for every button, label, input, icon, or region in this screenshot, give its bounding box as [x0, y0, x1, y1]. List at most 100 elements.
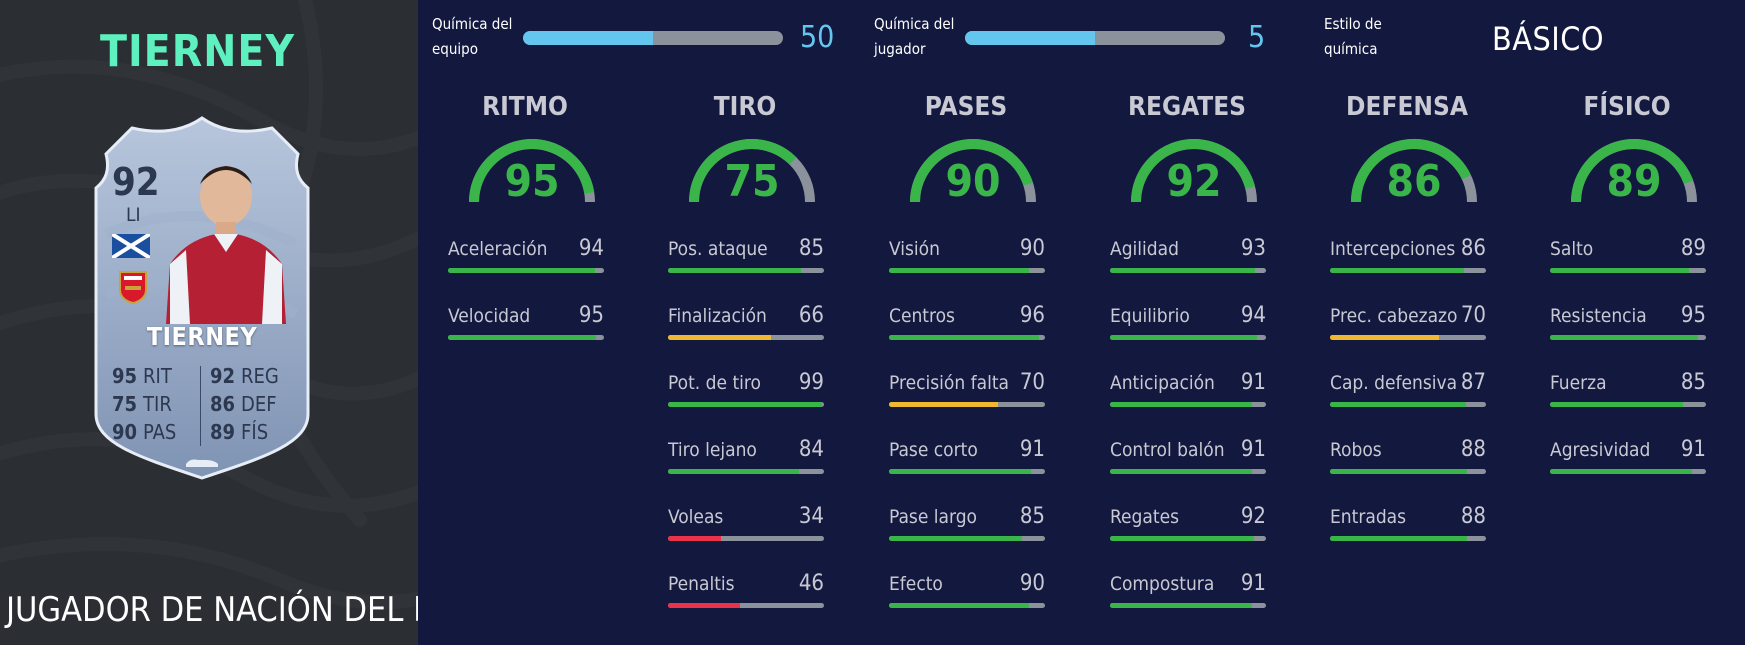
- attribute-name: Penaltis: [668, 573, 735, 595]
- attribute-bar: [1110, 603, 1266, 608]
- card-type-label: JUGADOR DE NACIÓN DEL FOF: [6, 590, 418, 630]
- team-chemistry-value: 50: [800, 20, 835, 55]
- attribute-value: 94: [578, 236, 604, 261]
- attribute-value: 89: [1680, 236, 1706, 261]
- attribute-name: Agresividad: [1550, 439, 1651, 461]
- stat-gauge-value: 75: [724, 156, 780, 207]
- attribute-bar-fill: [1550, 335, 1699, 340]
- stat-column-title: FÍSICO: [1583, 92, 1671, 122]
- player-card[interactable]: 92 LI TIERNEY 95 RIT 75 TIR 90 PAS 92 REG 86…: [86, 114, 318, 484]
- attribute-bar-fill: [889, 268, 1030, 273]
- card-player-name: TIERNEY: [146, 322, 258, 351]
- attribute-bar: [1110, 268, 1266, 273]
- attribute-value: 99: [798, 370, 824, 395]
- team-chemistry-label: Química del equipo: [432, 15, 513, 58]
- attribute-bar: [668, 469, 824, 474]
- attribute-bar-fill: [448, 335, 597, 340]
- attribute-name: Fuerza: [1550, 372, 1607, 394]
- attribute-name: Salto: [1550, 238, 1594, 260]
- stat-gauge-value: 89: [1606, 156, 1662, 207]
- attribute-bar: [668, 603, 824, 608]
- attribute-value: 85: [798, 236, 824, 261]
- player-chemistry-label: Química del jugador: [874, 15, 955, 58]
- stat-column-pases: PASES 90 Visión 90 Centros 96 Precisión falta 7…: [871, 0, 1045, 645]
- attribute-row: Agresividad 91: [1550, 437, 1706, 479]
- attribute-row: Pot. de tiro 99: [668, 370, 824, 412]
- player-chemistry-value: 5: [1248, 20, 1266, 55]
- attribute-bar: [1110, 335, 1266, 340]
- attribute-row: Penaltis 46: [668, 571, 824, 613]
- scotland-flag-icon: [112, 234, 150, 258]
- attribute-row: Precisión falta 70: [889, 370, 1045, 412]
- attribute-bar: [889, 469, 1045, 474]
- attribute-value: 85: [1019, 504, 1045, 529]
- attribute-bar-fill: [1330, 469, 1468, 474]
- attribute-row: Anticipación 91: [1110, 370, 1266, 412]
- player-title: TIERNEY: [99, 26, 296, 77]
- gauge-fill: [1571, 139, 1694, 203]
- stat-gauge: [1351, 139, 1477, 203]
- attribute-name: Tiro lejano: [668, 439, 757, 461]
- attribute-bar: [1330, 402, 1486, 407]
- attribute-name: Pot. de tiro: [668, 372, 761, 394]
- attribute-bar: [1550, 335, 1706, 340]
- team-chemistry-fill: [523, 31, 653, 45]
- attribute-row: Compostura 91: [1110, 571, 1266, 613]
- attribute-value: 90: [1019, 571, 1045, 596]
- attribute-bar: [1550, 402, 1706, 407]
- card-rating: 92: [112, 160, 160, 204]
- attribute-value: 88: [1460, 504, 1486, 529]
- attribute-name: Pase largo: [889, 506, 978, 528]
- attribute-row: Control balón 91: [1110, 437, 1266, 479]
- attribute-bar-fill: [889, 402, 999, 407]
- attribute-bar: [668, 335, 824, 340]
- attribute-row: Intercepciones 86: [1330, 236, 1486, 278]
- attribute-row: Agilidad 93: [1110, 236, 1266, 278]
- attribute-name: Aceleración: [448, 238, 548, 260]
- attribute-row: Prec. cabezazo 70: [1330, 303, 1486, 345]
- card-stats: 95 RIT 75 TIR 90 PAS 92 REG 86 DEF 89 FÍS: [112, 364, 292, 450]
- attribute-value: 66: [798, 303, 824, 328]
- attribute-bar: [668, 536, 824, 541]
- attribute-bar: [1330, 469, 1486, 474]
- attribute-row: Equilibrio 94: [1110, 303, 1266, 345]
- gauge-fill: [1351, 139, 1472, 203]
- stat-gauge: [1571, 139, 1697, 203]
- attribute-row: Aceleración 94: [448, 236, 604, 278]
- gauge-fill: [469, 139, 595, 203]
- player-chemistry-fill: [965, 31, 1095, 45]
- gauge-fill: [910, 139, 1033, 203]
- stat-gauge-value: 90: [945, 156, 1001, 207]
- attribute-bar-fill: [1110, 536, 1254, 541]
- attribute-bar-fill: [1110, 335, 1257, 340]
- stat-gauge-value: 92: [1166, 156, 1222, 207]
- attribute-name: Centros: [889, 305, 955, 327]
- chemistry-style-value[interactable]: BÁSICO: [1492, 20, 1604, 58]
- attribute-bar-fill: [1550, 268, 1689, 273]
- arsenal-crest-icon: [119, 271, 147, 304]
- attribute-row: Fuerza 85: [1550, 370, 1706, 412]
- card-divider: [200, 366, 201, 446]
- stat-gauge-value: 86: [1386, 156, 1442, 207]
- attribute-row: Pase corto 91: [889, 437, 1045, 479]
- attribute-bar: [1110, 402, 1266, 407]
- attribute-row: Entradas 88: [1330, 504, 1486, 546]
- chemistry-style-label: Estilo de química: [1324, 15, 1382, 58]
- attribute-row: Velocidad 95: [448, 303, 604, 345]
- attribute-name: Compostura: [1110, 573, 1215, 595]
- attribute-name: Pos. ataque: [668, 238, 768, 260]
- attribute-bar: [1330, 268, 1486, 273]
- card-stat: 75 TIR: [112, 392, 172, 416]
- attribute-bar-fill: [1110, 603, 1252, 608]
- attribute-value: 93: [1240, 236, 1266, 261]
- boot-icon: [186, 459, 218, 467]
- attribute-name: Visión: [889, 238, 940, 260]
- attribute-bar: [448, 268, 604, 273]
- attribute-bar-fill: [889, 469, 1031, 474]
- player-panel: TIERNEY 92 LI: [0, 0, 418, 645]
- attribute-value: 34: [798, 504, 824, 529]
- attribute-bar: [889, 335, 1045, 340]
- stat-column-defensa: DEFENSA 86 Intercepciones 86 Prec. cabezazo 7…: [1312, 0, 1486, 645]
- attribute-value: 70: [1019, 370, 1045, 395]
- attribute-name: Cap. defensiva: [1330, 372, 1458, 394]
